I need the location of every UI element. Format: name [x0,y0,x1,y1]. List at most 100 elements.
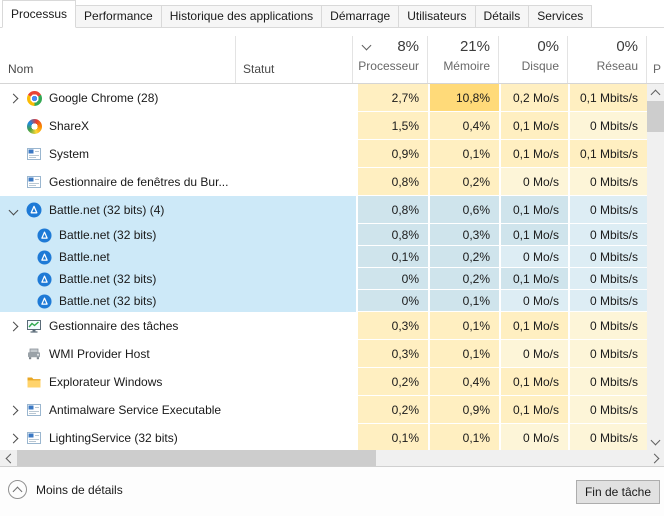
column-header-network[interactable]: 0% Réseau [568,28,647,84]
cpu-cell: 0,2% [356,396,428,424]
table-row[interactable]: Google Chrome (28) 2,7% 10,8% 0,2 Mo/s 0… [0,84,647,112]
process-name: System [49,147,90,161]
horizontal-scrollbar[interactable] [0,450,664,466]
process-name-cell: WMI Provider Host [0,340,356,368]
tab-performance[interactable]: Performance [75,5,162,27]
cpu-cell: 0,9% [356,140,428,168]
cpu-cell: 0,3% [356,340,428,368]
process-name: Battle.net (32 bits) [59,272,157,286]
column-separator [567,36,568,83]
tab-services[interactable]: Services [528,5,593,27]
column-header-name[interactable]: Nom [8,62,34,76]
tab-utilisateurs[interactable]: Utilisateurs [398,5,476,27]
table-row[interactable]: WMI Provider Host 0,3% 0,1% 0 Mo/s 0 Mbi… [0,340,647,368]
tab-details[interactable]: Détails [474,5,530,27]
memory-cell: 0,1% [428,340,499,368]
battlenet-icon [26,202,42,218]
process-name-cell: Google Chrome (28) [0,84,356,112]
chevron-left-icon [5,453,15,463]
column-header-partial[interactable]: P [653,62,662,76]
network-column-label: Réseau [596,59,638,73]
expand-chevron-icon[interactable] [8,433,18,443]
memory-cell: 0,1% [428,424,499,450]
network-cell: 0 Mbits/s [568,246,647,268]
process-name: Google Chrome (28) [49,91,159,105]
cpu-cell: 0% [356,290,428,312]
tab-processus[interactable]: Processus [2,0,77,28]
network-cell: 0 Mbits/s [568,168,647,196]
horizontal-scrollbar-thumb[interactable] [17,450,376,466]
expand-chevron-icon[interactable] [8,93,18,103]
process-name-cell: Battle.net (32 bits) (4) [0,196,356,224]
network-cell: 0 Mbits/s [568,224,647,246]
column-header-disk[interactable]: 0% Disque [499,28,568,84]
cpu-cell: 0,3% [356,312,428,340]
table-row[interactable]: Gestionnaire des tâches 0,3% 0,1% 0,1 Mo… [0,312,647,340]
cpu-cell: 1,5% [356,112,428,140]
vertical-scrollbar-thumb[interactable] [647,101,664,132]
sharex-icon [26,118,42,134]
memory-cell: 0,2% [428,168,499,196]
collapse-chevron-icon[interactable] [8,205,18,215]
expand-chevron-icon[interactable] [8,321,18,331]
table-row[interactable]: ShareX 1,5% 0,4% 0,1 Mo/s 0 Mbits/s [0,112,647,140]
scroll-down-button[interactable] [647,433,664,450]
table-row-selected[interactable]: Battle.net (32 bits) 0,8% 0,3% 0,1 Mo/s … [0,224,647,246]
tab-demarrage[interactable]: Démarrage [321,5,400,27]
chevron-up-icon [650,89,661,99]
scroll-left-button[interactable] [0,450,17,466]
table-row-selected[interactable]: Battle.net (32 bits) 0% 0,2% 0,1 Mo/s 0 … [0,268,647,290]
cpu-cell: 0,1% [356,424,428,450]
memory-cell: 0,1% [428,140,499,168]
table-row[interactable]: Antimalware Service Executable 0,2% 0,9%… [0,396,647,424]
table-row[interactable]: LightingService (32 bits) 0,1% 0,1% 0 Mo… [0,424,647,450]
cpu-cell: 0,8% [356,196,428,224]
memory-cell: 0,1% [428,290,499,312]
process-name: Gestionnaire de fenêtres du Bur... [49,175,229,189]
disk-cell: 0 Mo/s [499,340,568,368]
table-row[interactable]: Gestionnaire de fenêtres du Bur... 0,8% … [0,168,647,196]
vertical-scrollbar[interactable] [647,84,664,450]
column-header: Nom Statut 8% Processeur 21% Mémoire 0% … [0,28,664,84]
column-header-memory[interactable]: 21% Mémoire [428,28,499,84]
disk-total-value: 0% [537,38,559,55]
usage-cells: 1,5% 0,4% 0,1 Mo/s 0 Mbits/s [356,112,647,140]
usage-cells: 0,3% 0,1% 0 Mo/s 0 Mbits/s [356,340,647,368]
usage-cells: 2,7% 10,8% 0,2 Mo/s 0,1 Mbits/s [356,84,647,112]
expand-chevron-icon[interactable] [8,405,18,415]
table-row-selected[interactable]: Battle.net 0,1% 0,2% 0 Mo/s 0 Mbits/s [0,246,647,268]
chevron-down-icon [650,435,661,445]
window-icon [26,146,42,162]
cpu-column-label: Processeur [358,59,419,73]
usage-cells: 0,8% 0,6% 0,1 Mo/s 0 Mbits/s [356,196,647,224]
column-header-status[interactable]: Statut [243,62,275,76]
process-name-cell: System [0,140,356,168]
circled-chevron-up-icon [8,480,27,499]
tab-bar: Processus Performance Historique des app… [0,0,664,28]
process-name: WMI Provider Host [49,347,150,361]
window-icon [26,402,42,418]
battlenet-icon [36,271,52,287]
column-separator [498,36,499,83]
table-row-selected[interactable]: Battle.net (32 bits) 0% 0,1% 0 Mo/s 0 Mb… [0,290,647,312]
process-name: Battle.net (32 bits) [59,294,157,308]
column-separator [427,36,428,83]
cpu-cell: 0% [356,268,428,290]
tab-historique-applications[interactable]: Historique des applications [160,5,323,27]
process-name: Explorateur Windows [49,375,163,389]
process-name: Battle.net [59,250,110,264]
scroll-right-button[interactable] [647,450,664,466]
memory-cell: 0,4% [428,112,499,140]
table-row[interactable]: System 0,9% 0,1% 0,1 Mo/s 0,1 Mbits/s [0,140,647,168]
table-row-selected[interactable]: Battle.net (32 bits) (4) 0,8% 0,6% 0,1 M… [0,196,647,224]
column-header-cpu[interactable]: 8% Processeur [356,28,428,84]
process-name-cell: Gestionnaire de fenêtres du Bur... [0,168,356,196]
usage-cells: 0,9% 0,1% 0,1 Mo/s 0,1 Mbits/s [356,140,647,168]
usage-cells: 0% 0,2% 0,1 Mo/s 0 Mbits/s [356,268,647,290]
end-task-button[interactable]: Fin de tâche [576,480,660,504]
network-cell: 0 Mbits/s [568,368,647,396]
table-row[interactable]: Explorateur Windows 0,2% 0,4% 0,1 Mo/s 0… [0,368,647,396]
scroll-up-button[interactable] [647,84,664,101]
fewer-details-toggle[interactable]: Moins de détails [8,480,123,499]
disk-cell: 0 Mo/s [499,246,568,268]
